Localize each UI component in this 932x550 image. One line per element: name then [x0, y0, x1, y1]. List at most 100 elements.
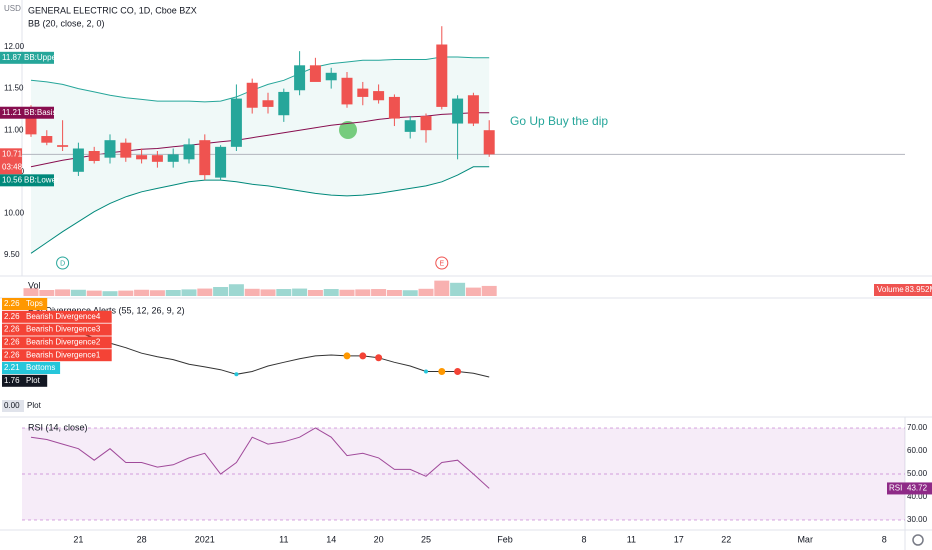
candle-body	[246, 82, 258, 108]
rsi-tag	[887, 482, 932, 495]
legend-tag	[2, 298, 24, 310]
price-tag-value: 10.71	[2, 149, 23, 158]
volume-bar	[260, 289, 276, 296]
volume-bar	[181, 289, 197, 296]
legend-name-bg	[24, 374, 48, 387]
volume-bar	[118, 290, 134, 296]
x-tick-label: 8	[581, 534, 586, 544]
legend-name: Tops	[26, 299, 43, 308]
series-tag	[22, 174, 54, 187]
annotation: Go Up Buy the dip	[510, 114, 608, 128]
candle-body	[278, 91, 290, 116]
volume-bar	[276, 289, 292, 296]
legend-name-bg	[24, 298, 48, 310]
candle-body	[151, 155, 163, 162]
alert-dot	[343, 352, 351, 360]
alert-dot	[424, 369, 428, 374]
zero-name: Plot	[27, 401, 42, 410]
y-tick-label: 30.00	[907, 515, 928, 524]
legend-value: 2.26	[4, 338, 20, 347]
candle-body	[41, 136, 53, 143]
y-tick-label: 12.00	[4, 42, 25, 51]
series-tag-name: BB:Basis	[24, 108, 56, 117]
y-tick-label: 9.50	[4, 250, 20, 259]
alert-dot	[375, 354, 383, 362]
legend-name: Bearish Divergence2	[26, 338, 101, 347]
candle-body	[72, 148, 84, 172]
volume-bar	[197, 288, 213, 296]
bb-band	[31, 56, 490, 254]
legend-tag	[2, 336, 24, 349]
x-tick-label: 25	[421, 534, 431, 544]
candle-body	[57, 145, 69, 147]
y-tick-label: 11.50	[4, 84, 24, 93]
x-tick-label: 11	[279, 534, 288, 544]
candle-body	[199, 140, 211, 176]
candle-body	[88, 151, 100, 161]
volume-bar	[481, 285, 497, 296]
volume-tag	[874, 284, 932, 296]
legend-name: Bearish Divergence1	[26, 350, 101, 359]
volume-bar	[450, 282, 466, 296]
volume-bar	[386, 290, 402, 296]
event-marker	[56, 256, 70, 270]
bb-line	[30, 166, 490, 254]
candle-body	[483, 130, 495, 155]
series-tag-name: BB:Lower	[24, 175, 59, 184]
volume-bar	[339, 289, 355, 296]
legend-tag	[2, 349, 24, 362]
series-tag-name: BB:Upper	[24, 53, 59, 62]
pane-title: RSI Divergence Alerts (55, 12, 26, 9, 2)	[28, 305, 185, 315]
volume-bar	[244, 288, 260, 296]
volume-bar	[402, 290, 418, 296]
candle-body	[341, 77, 353, 105]
settings-icon[interactable]	[912, 534, 924, 546]
volume-bar	[355, 289, 371, 296]
volume-bar	[292, 288, 308, 296]
volume-bar	[134, 289, 150, 296]
event-label: E	[439, 260, 444, 267]
volume-bar	[23, 288, 39, 296]
candle-body	[183, 144, 195, 160]
x-tick-label: 22	[721, 534, 731, 544]
candle-body	[420, 116, 432, 131]
legend-value: 2.26	[4, 325, 20, 334]
volume-bar	[434, 280, 450, 296]
x-tick-label: 20	[374, 534, 384, 544]
legend-value: 1.76	[4, 376, 20, 385]
price-tag	[0, 51, 22, 64]
bb-line	[30, 56, 490, 103]
candle-body	[467, 95, 479, 124]
study-title: BB (20, close, 2, 0)	[28, 18, 105, 28]
x-tick-label: 17	[674, 534, 684, 544]
marker-circle	[339, 121, 357, 139]
rsi-tag-value: 43.72	[907, 484, 928, 493]
candle-body	[388, 96, 400, 119]
legend-name-bg	[24, 362, 61, 374]
legend-value: 2.26	[4, 312, 20, 321]
y-tick-label: 50.00	[907, 469, 928, 478]
candle-body	[136, 155, 148, 160]
volume-bar	[213, 287, 229, 296]
price-tag-countdown: 03:48	[2, 162, 23, 171]
candle-body	[25, 116, 37, 135]
candle-body	[357, 88, 369, 97]
volume-tag-value: 83.952M	[905, 285, 932, 294]
legend-name-bg	[24, 310, 112, 323]
legend-name-bg	[24, 349, 112, 362]
volume-bar	[371, 289, 387, 296]
candle-body	[167, 154, 179, 162]
symbol-title: GENERAL ELECTRIC CO, 1D, Cboe BZX	[28, 5, 197, 15]
legend-value: 2.21	[4, 363, 20, 372]
candle-body	[294, 65, 306, 91]
legend-name: Bearish Divergence4	[26, 312, 101, 321]
volume-tag-name: Volume	[877, 285, 904, 294]
candle-body	[104, 140, 116, 158]
candle-body	[309, 65, 321, 82]
candle-body	[120, 142, 132, 158]
currency: USD	[4, 4, 21, 13]
volume-bar	[102, 291, 118, 296]
volume-bar	[55, 289, 71, 296]
